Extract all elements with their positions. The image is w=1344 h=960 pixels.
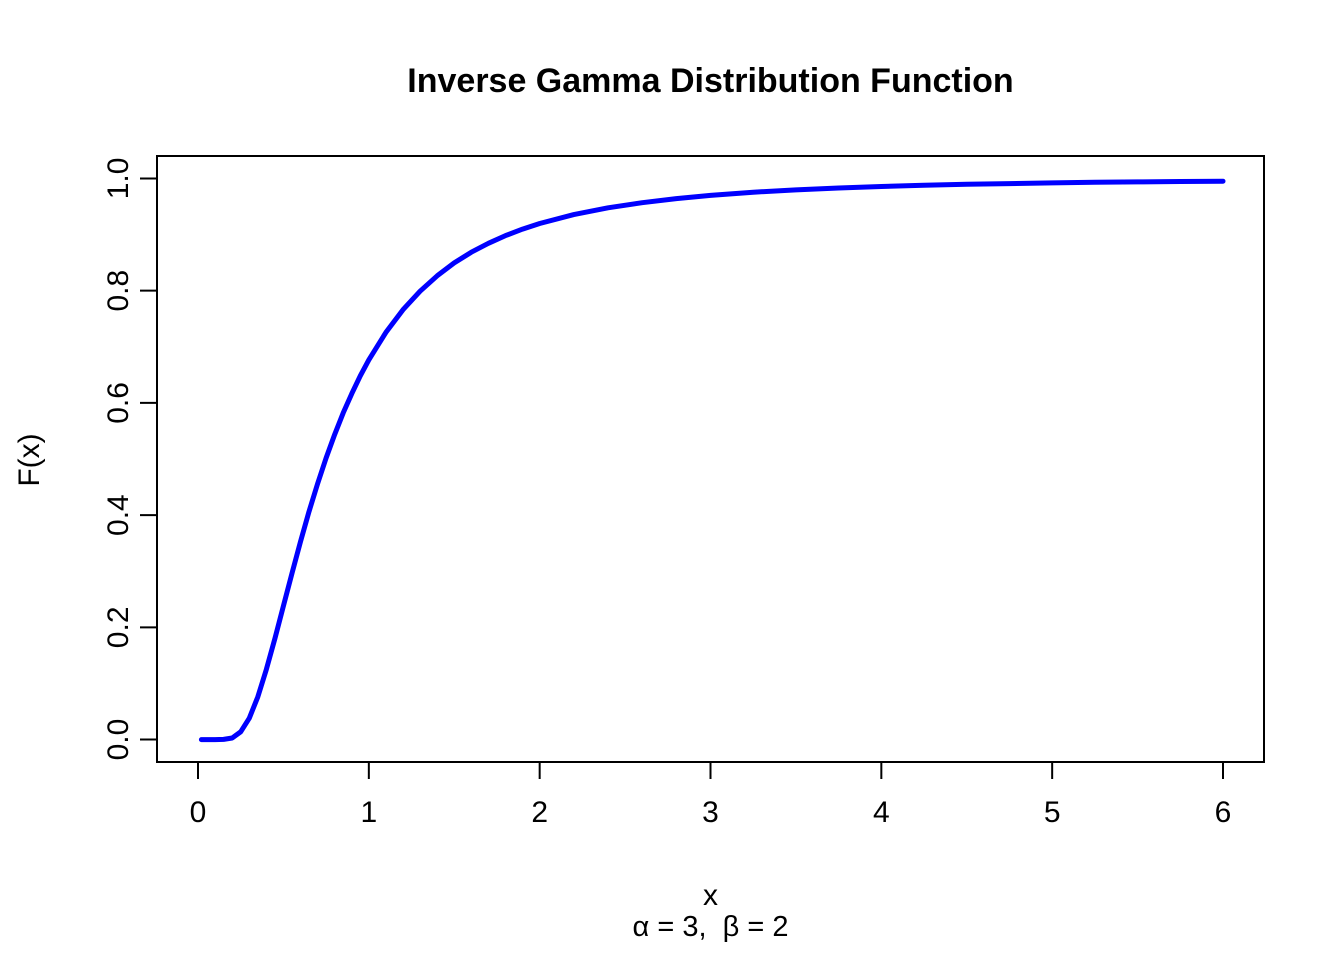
- y-axis-label: F(x): [13, 433, 46, 487]
- plot-box: [156, 155, 1265, 763]
- x-tick-label: 3: [702, 796, 719, 829]
- y-tick-label: 0.4: [102, 494, 135, 536]
- x-tick-label: 5: [1044, 796, 1061, 829]
- parameter-label: α = 3, β = 2: [632, 911, 789, 943]
- x-tick-label: 1: [360, 796, 377, 829]
- x-tick-label: 0: [190, 796, 207, 829]
- chart-title: Inverse Gamma Distribution Function: [407, 62, 1014, 100]
- y-tick-label: 0.2: [102, 606, 135, 648]
- x-tick-label: 4: [873, 796, 890, 829]
- y-tick-label: 0.8: [102, 270, 135, 312]
- cdf-curve: [198, 178, 1226, 743]
- y-tick-label: 0.0: [102, 719, 135, 761]
- y-tick-label: 0.6: [102, 382, 135, 424]
- y-tick-label: 1.0: [102, 158, 135, 200]
- x-axis-label: x: [703, 879, 718, 912]
- x-tick-label: 6: [1215, 796, 1232, 829]
- x-tick-label: 2: [531, 796, 548, 829]
